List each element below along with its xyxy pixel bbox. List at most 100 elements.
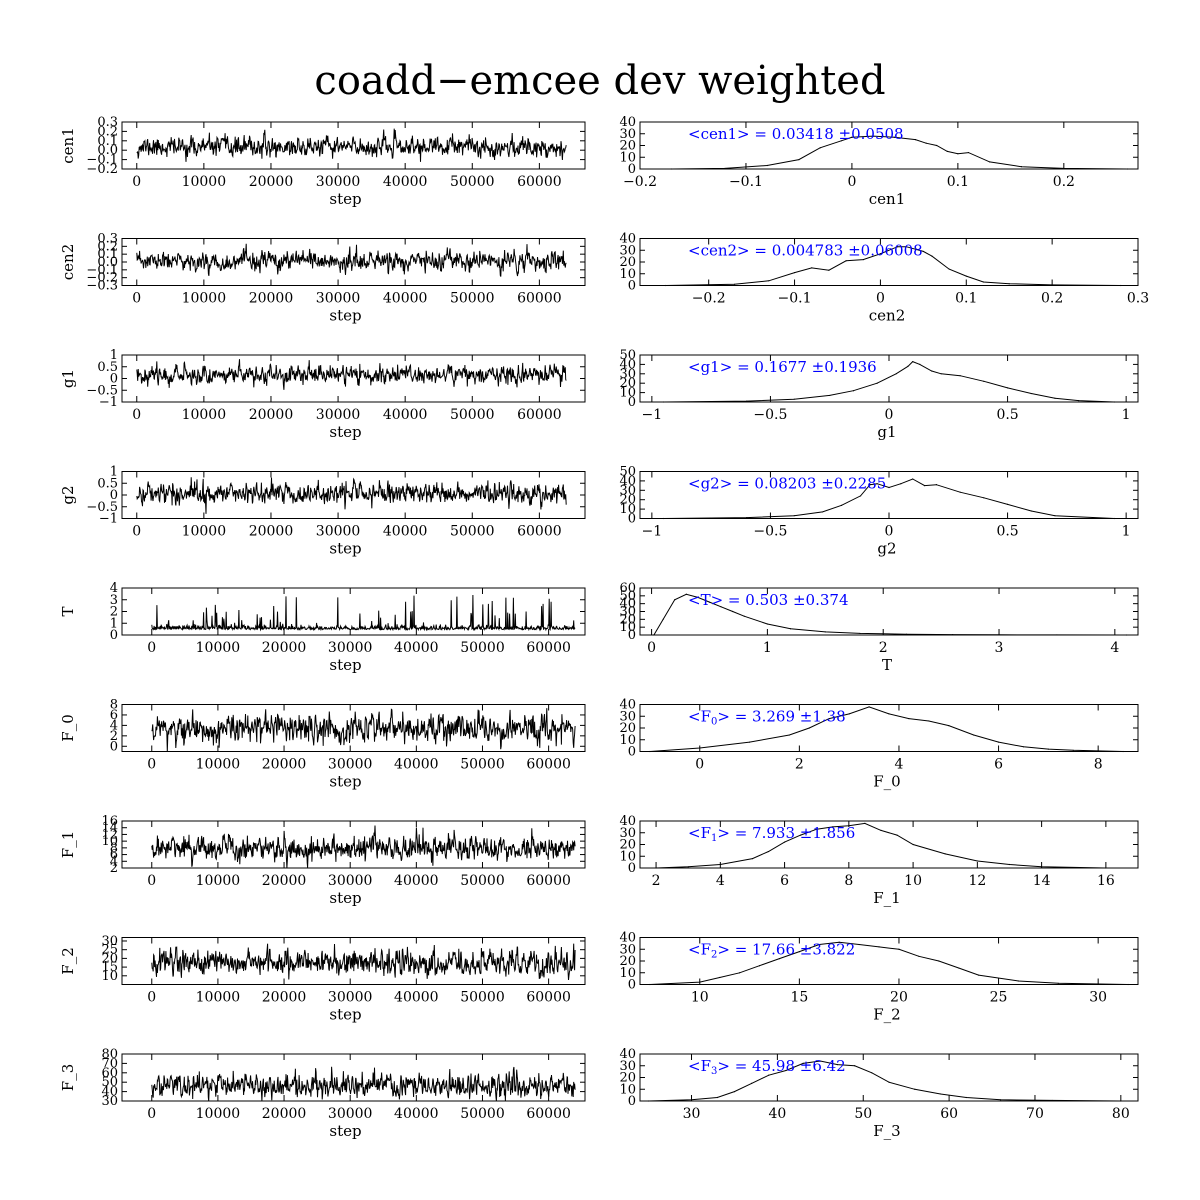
trace-ytick-label: −0.5 (86, 383, 118, 398)
trace-panel: 0 10000 20000 30000 40000 50000 6000001234step… (59, 581, 586, 674)
trace-ytick-label: 0.5 (97, 360, 118, 375)
annotation-error: ±3.822 (795, 941, 855, 959)
hist-point (983, 497, 985, 499)
trace-series-g2 (136, 477, 567, 514)
trace-ytick-label: 1 (110, 616, 118, 631)
trace-xtick-label: 40000 (394, 990, 439, 1006)
hist-ytick-label: 10 (619, 1082, 636, 1097)
hist-xtick-label: −1 (642, 524, 663, 540)
hist-point (872, 135, 874, 137)
trace-ytick-label: −1 (99, 395, 118, 410)
hist-point (758, 965, 761, 967)
trace-xtick-label: 0 (132, 291, 141, 307)
hist-xtick-label: −0.2 (623, 174, 657, 190)
hist-xtick-label: −0.1 (778, 291, 812, 307)
hist-xtick-label: 2 (795, 757, 804, 773)
hist-point (1022, 746, 1025, 748)
trace-ytick-label: −0.1 (86, 153, 118, 168)
trace-xtick-label: 30000 (328, 1106, 373, 1122)
row-f2: 0 10000 20000 30000 40000 50000 60000101520253… (59, 931, 1139, 1024)
hist-point (973, 734, 975, 736)
hist-point (819, 147, 821, 149)
trace-xtick-label: 30000 (316, 407, 361, 423)
hist-point (931, 370, 933, 372)
hist-ytick-label: 0 (628, 279, 636, 294)
trace-ytick-label: −0.2 (86, 271, 118, 286)
trace-xtick-label: 40000 (383, 524, 428, 540)
hist-xtick-label: 4 (894, 757, 903, 773)
hist-point (959, 491, 961, 493)
hist-point (845, 260, 847, 262)
hist-point (811, 267, 813, 269)
trace-xlabel: step (329, 656, 361, 674)
hist-ytick-label: 10 (619, 150, 636, 165)
hist-point (746, 400, 748, 402)
hist-point (1125, 634, 1128, 636)
trace-xtick-label: 40000 (383, 174, 428, 190)
hist-ytick-label: 20 (619, 493, 636, 508)
trace-frame (121, 121, 586, 170)
hist-point (687, 866, 689, 868)
hist-ytick-label: 30 (619, 709, 636, 724)
hist-point (868, 706, 870, 708)
row-t: 0 10000 20000 30000 40000 50000 6000001234step… (59, 581, 1139, 674)
hist-point (918, 955, 920, 957)
annotation-mean: = 17.66 (730, 941, 795, 959)
hist-point (948, 268, 950, 270)
trace-ytick-label: 2 (110, 729, 118, 744)
hist-ytick-label: 0 (628, 978, 636, 993)
trace-xtick-label: 0 (147, 1106, 156, 1122)
trace-series-T (151, 594, 576, 632)
hist-point (871, 1072, 873, 1074)
hist-ytick-label: 30 (619, 367, 636, 382)
trace-ytick-label: 15 (101, 960, 118, 975)
row-cen1: 0 10000 20000 30000 40000 50000 60000−0.2−0.10… (59, 115, 1139, 208)
trace-ylabel: cen1 (59, 127, 77, 163)
hist-point (767, 850, 770, 853)
hist-ytick-label: 0 (628, 162, 636, 177)
hist-point (957, 153, 959, 155)
annotation-prefix: <F (688, 824, 711, 842)
hist-point (1006, 387, 1009, 389)
annotation-mean: = 0.503 (723, 591, 788, 609)
hist-point (1105, 867, 1107, 869)
hist-point (936, 144, 938, 147)
hist-ytick-label: 50 (619, 589, 636, 604)
trace-xlabel: step (329, 540, 361, 558)
hist-xtick-label: 0 (847, 174, 856, 190)
hist-ytick-label: 30 (619, 605, 636, 620)
trace-xtick-label: 10000 (196, 873, 241, 889)
hist-point (983, 380, 985, 382)
hist-point (840, 504, 843, 506)
trace-ytick-label: −1 (99, 512, 118, 527)
trace-xtick-label: 10000 (182, 291, 227, 307)
hist-xtick-label: 10 (691, 990, 709, 1006)
row-f1: 0 10000 20000 30000 40000 50000 60000246810121… (59, 814, 1139, 907)
trace-xtick-label: 20000 (249, 291, 294, 307)
hist-xlabel: T (882, 656, 892, 674)
hist-xtick-label: 60 (940, 1106, 958, 1122)
hist-ytick-label: 30 (619, 826, 636, 841)
trace-xtick-label: 20000 (249, 407, 294, 423)
hist-point (1041, 866, 1043, 868)
hist-xtick-label: 4 (716, 873, 725, 889)
trace-ytick-label: 0.3 (97, 232, 118, 247)
hist-xlabel: g2 (877, 540, 896, 558)
hist-annotation: <cen1> = 0.03418 ±0.0508 (688, 125, 904, 143)
trace-ytick-label: 6 (110, 848, 118, 863)
hist-xtick-label: 30 (683, 1106, 701, 1122)
trace-ytick-label: 0 (110, 739, 118, 754)
trace-xtick-label: 10000 (196, 640, 241, 656)
hist-point (888, 713, 890, 715)
trace-panel: 0 10000 20000 30000 40000 50000 6000002468step… (59, 698, 586, 791)
hist-point (893, 136, 895, 138)
trace-xtick-label: 10000 (182, 407, 227, 423)
hist-point (699, 981, 701, 983)
trace-ytick-label: 20 (101, 951, 118, 966)
hist-frame (639, 937, 1139, 985)
hist-point (896, 246, 899, 248)
hist-xtick-label: 10 (904, 873, 922, 889)
